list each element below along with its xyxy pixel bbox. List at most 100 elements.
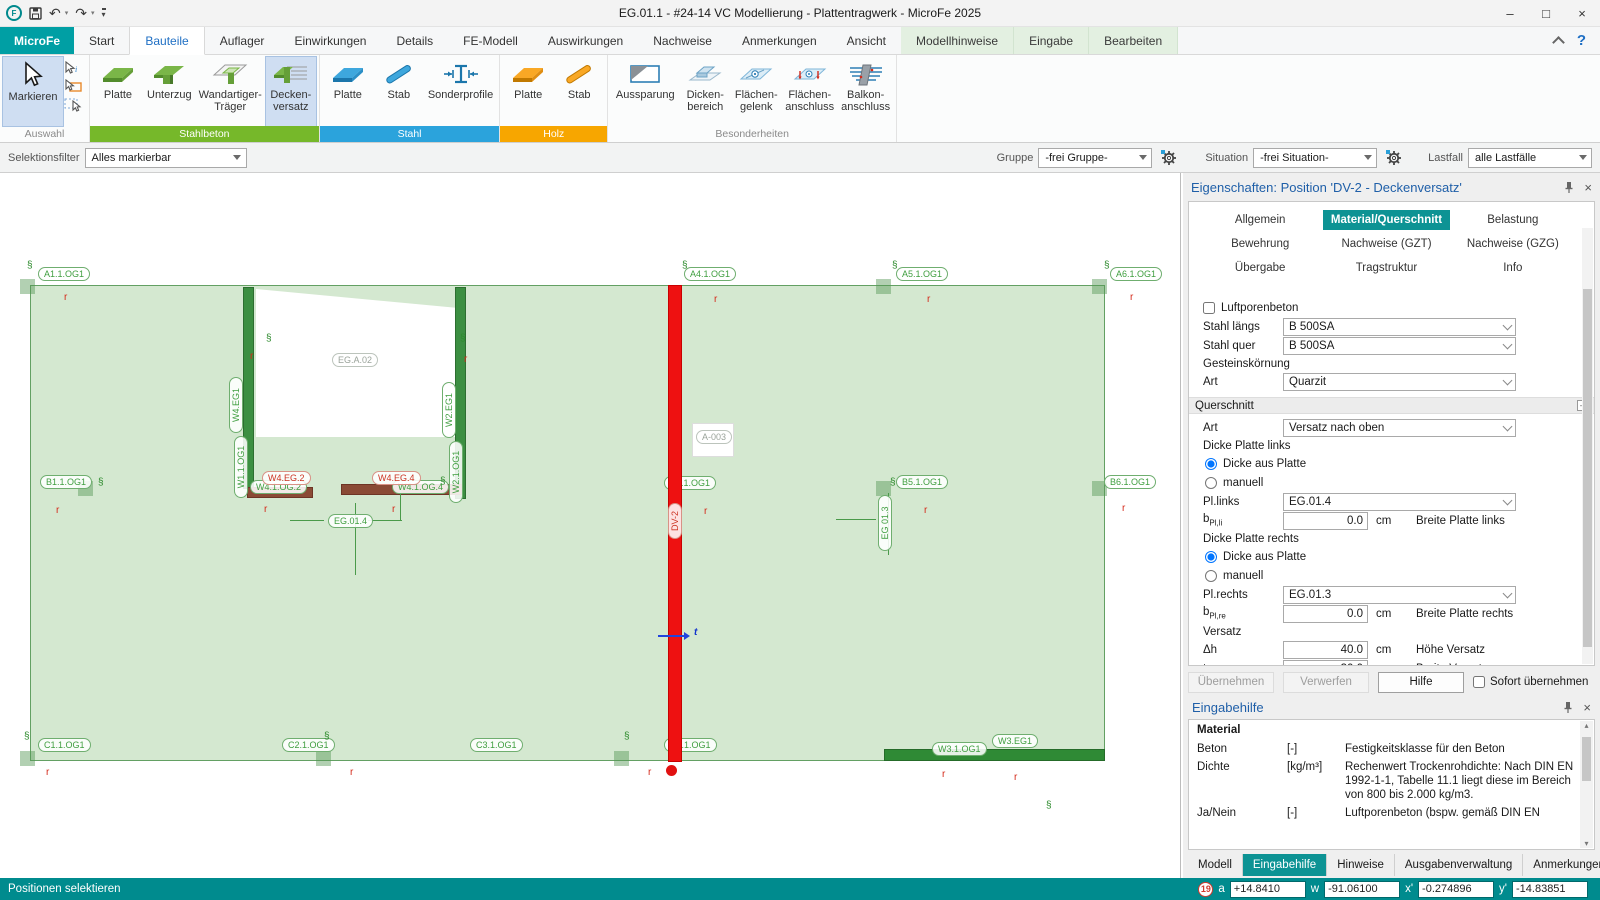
properties-scrollbar[interactable] bbox=[1582, 228, 1593, 664]
tab-auflager[interactable]: Auflager bbox=[219, 33, 265, 48]
flaechengelenk-button[interactable]: Flächen- gelenk bbox=[731, 57, 781, 126]
help-icon[interactable]: ? bbox=[1576, 32, 1586, 49]
pl-rechts-dropdown[interactable]: EG.01.3 bbox=[1283, 585, 1516, 604]
tab-auswirkungen[interactable]: Auswirkungen bbox=[547, 33, 624, 48]
close-icon[interactable]: × bbox=[1584, 179, 1592, 195]
stahl-platte-button[interactable]: Platte bbox=[323, 57, 373, 126]
dickenbereich-button[interactable]: Dicken- bereich bbox=[680, 57, 730, 126]
art-querschnitt-dropdown[interactable]: Versatz nach oben bbox=[1283, 418, 1516, 437]
lastfall-dropdown[interactable]: alle Lastfälle bbox=[1468, 147, 1592, 168]
uebernehmen-button[interactable]: Übernehmen bbox=[1188, 671, 1274, 693]
plan-label: W2.1.OG1 bbox=[449, 441, 463, 503]
verwerfen-button[interactable]: Verwerfen bbox=[1283, 671, 1369, 693]
tab-eingabe[interactable]: Eingabe bbox=[1014, 27, 1090, 54]
b-pl-re-input[interactable]: 0.0 bbox=[1283, 604, 1368, 623]
tab-fe-modell[interactable]: FE-Modell bbox=[463, 33, 518, 48]
stahlbeton-platte-button[interactable]: Platte bbox=[93, 57, 143, 126]
tab-tragstruktur[interactable]: Tragstruktur bbox=[1355, 262, 1418, 274]
coord-y-value[interactable]: -14.83851 bbox=[1512, 880, 1588, 898]
tab-nachweise-gzt[interactable]: Nachweise (GZT) bbox=[1341, 238, 1432, 250]
gruppe-dropdown[interactable]: -frei Gruppe- bbox=[1038, 147, 1153, 168]
redo-dropdown-icon[interactable]: ▾ bbox=[90, 10, 95, 17]
dh-input[interactable]: 40.0 bbox=[1283, 640, 1368, 659]
sofort-uebernehmen-checkbox[interactable]: Sofort übernehmen bbox=[1473, 676, 1588, 688]
flaechenanschluss-button[interactable]: Flächen- anschluss bbox=[782, 57, 837, 126]
undo-button[interactable]: ↶ bbox=[49, 5, 61, 21]
tab-eingabehilfe[interactable]: Eingabehilfe bbox=[1242, 854, 1328, 876]
situation-settings-gear-icon[interactable] bbox=[1382, 147, 1406, 169]
pl-links-dropdown[interactable]: EG.01.4 bbox=[1283, 492, 1516, 511]
coord-a-value[interactable]: +14.8410 bbox=[1229, 880, 1306, 898]
holz-stab-button[interactable]: Stab bbox=[554, 57, 604, 126]
pin-icon[interactable] bbox=[1563, 701, 1573, 714]
eingabehilfe-scrollbar[interactable]: ▴ ▾ bbox=[1580, 721, 1593, 848]
manuell-links-radio[interactable] bbox=[1205, 476, 1217, 489]
art-gestein-dropdown[interactable]: Quarzit bbox=[1283, 372, 1516, 391]
slab-region-eg014[interactable] bbox=[30, 285, 1105, 761]
tab-microfe[interactable]: MicroFe bbox=[0, 27, 75, 54]
close-button[interactable]: × bbox=[1578, 5, 1586, 21]
t-input[interactable]: 30.0 bbox=[1283, 659, 1368, 665]
selektionsfilter-dropdown[interactable]: Alles markierbar bbox=[84, 147, 247, 168]
tab-ausgabenverwaltung[interactable]: Ausgabenverwaltung bbox=[1394, 854, 1524, 876]
tab-bearbeiten[interactable]: Bearbeiten bbox=[1089, 27, 1179, 54]
close-icon[interactable]: × bbox=[1583, 699, 1591, 715]
customize-toolbar-icon[interactable]: ▾ bbox=[101, 8, 106, 19]
select-lasso-icon[interactable] bbox=[64, 97, 82, 112]
scroll-up-icon[interactable]: ▴ bbox=[1584, 721, 1589, 730]
select-rectangle-icon[interactable] bbox=[64, 79, 82, 93]
tab-belastung[interactable]: Belastung bbox=[1487, 214, 1539, 226]
save-icon[interactable] bbox=[29, 6, 42, 20]
tab-modellhinweise[interactable]: Modellhinweise bbox=[901, 27, 1015, 54]
hilfe-button[interactable]: Hilfe bbox=[1378, 671, 1464, 693]
coord-x-value[interactable]: -0.274896 bbox=[1418, 880, 1495, 898]
tab-start[interactable]: Start bbox=[89, 33, 115, 48]
tab-anmerkungen[interactable]: Anmerkungen bbox=[1523, 854, 1600, 876]
tab-hinweise[interactable]: Hinweise bbox=[1327, 854, 1395, 876]
dicke-aus-platte-rechts-radio[interactable] bbox=[1205, 550, 1217, 563]
tab-ansicht[interactable]: Ansicht bbox=[846, 33, 887, 48]
undo-dropdown-icon[interactable]: ▾ bbox=[64, 10, 69, 17]
tab-uebergabe[interactable]: Übergabe bbox=[1234, 262, 1286, 274]
situation-label: Situation bbox=[1205, 151, 1249, 164]
tab-bauteile[interactable]: Bauteile bbox=[129, 27, 205, 55]
holz-platte-button[interactable]: Platte bbox=[503, 57, 553, 126]
coord-w-value[interactable]: -91.06100 bbox=[1324, 880, 1401, 898]
stahlbeton-unterzug-button[interactable]: Unterzug bbox=[144, 57, 195, 126]
collapse-ribbon-icon[interactable] bbox=[1551, 36, 1565, 49]
stahl-quer-dropdown[interactable]: B 500SA bbox=[1283, 336, 1516, 355]
stahl-sonderprofile-button[interactable]: Sonderprofile bbox=[425, 57, 496, 126]
tab-einwirkungen[interactable]: Einwirkungen bbox=[294, 33, 367, 48]
tab-modell[interactable]: Modell bbox=[1188, 854, 1243, 876]
tab-allgemein[interactable]: Allgemein bbox=[1234, 214, 1286, 226]
tab-details[interactable]: Details bbox=[396, 33, 434, 48]
pin-icon[interactable] bbox=[1564, 181, 1574, 194]
markieren-button[interactable]: Markieren bbox=[2, 56, 64, 127]
tab-info[interactable]: Info bbox=[1503, 262, 1523, 274]
model-canvas[interactable]: A1.1.OG1 A4.1.OG1 A5.1.OG1 A6.1.OG1 B1.1.OG1… bbox=[0, 173, 1181, 878]
tab-bewehrung[interactable]: Bewehrung bbox=[1231, 238, 1290, 250]
stahlbeton-deckenversatz-button[interactable]: Decken- versatz bbox=[264, 56, 317, 127]
luftporenbeton-checkbox[interactable] bbox=[1203, 301, 1215, 314]
minimize-button[interactable]: – bbox=[1506, 5, 1514, 21]
tab-nachweise[interactable]: Nachweise bbox=[653, 33, 712, 48]
plan-label: § bbox=[266, 333, 272, 344]
stahl-stab-button[interactable]: Stab bbox=[374, 57, 424, 126]
tab-anmerkungen[interactable]: Anmerkungen bbox=[741, 33, 817, 48]
b-pl-li-input[interactable]: 0.0 bbox=[1283, 511, 1368, 530]
tab-material-querschnitt[interactable]: Material/Querschnitt bbox=[1323, 210, 1450, 230]
tab-nachweise-gzg[interactable]: Nachweise (GZG) bbox=[1466, 238, 1559, 250]
manuell-rechts-radio[interactable] bbox=[1205, 569, 1217, 582]
aussparung-button[interactable]: Aussparung bbox=[611, 57, 679, 126]
stahlbeton-wandartiger-traeger-button[interactable]: Wandartiger- Träger bbox=[196, 57, 265, 126]
support-node bbox=[876, 279, 891, 294]
situation-dropdown[interactable]: -frei Situation- bbox=[1253, 147, 1378, 168]
select-info-icon[interactable]: i bbox=[64, 61, 82, 75]
stahl-laengs-dropdown[interactable]: B 500SA bbox=[1283, 317, 1516, 336]
scroll-down-icon[interactable]: ▾ bbox=[1584, 839, 1589, 848]
balkonanschluss-button[interactable]: Balkon- anschluss bbox=[838, 57, 893, 126]
redo-button[interactable]: ↷ bbox=[75, 5, 87, 21]
maximize-button[interactable]: □ bbox=[1542, 5, 1550, 21]
dicke-aus-platte-links-radio[interactable] bbox=[1205, 457, 1217, 470]
gruppe-settings-gear-icon[interactable] bbox=[1157, 147, 1181, 169]
